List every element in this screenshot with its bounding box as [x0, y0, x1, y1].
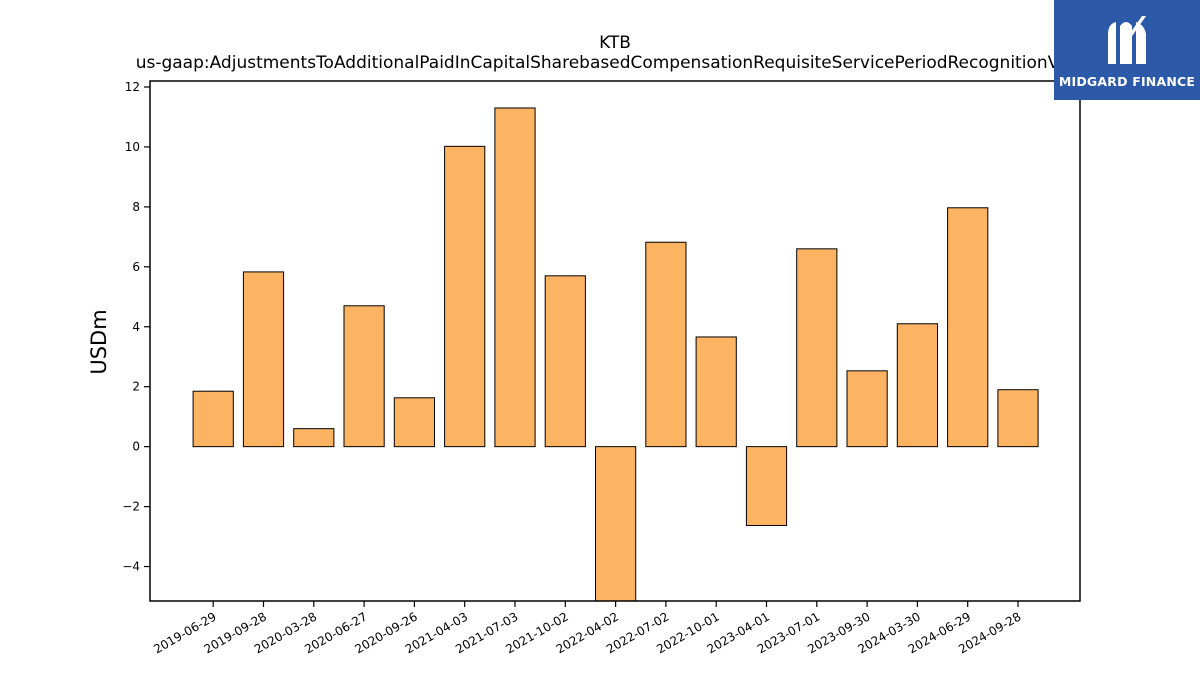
plot-area: [192, 107, 1039, 602]
bar-2020-03-28: [293, 428, 335, 448]
bar-2019-09-28: [242, 271, 285, 448]
y-tick-label: 10: [125, 140, 140, 154]
bar-2022-10-01: [695, 336, 737, 448]
bar-2021-04-03: [444, 145, 486, 448]
bar-2020-09-26: [393, 397, 435, 448]
y-axis-label: USDm: [87, 309, 111, 374]
bar-2023-09-30: [846, 370, 888, 448]
bar-2021-07-03: [494, 107, 536, 448]
bar-2024-03-30: [896, 323, 938, 448]
y-tick-label: 2: [132, 380, 140, 394]
bar-2019-06-29: [192, 390, 234, 448]
y-tick-label: 12: [125, 80, 140, 94]
y-tick-label: −4: [122, 560, 140, 574]
y-axis: −4 −2 0 2 4 6 8 10 12: [122, 80, 150, 574]
x-axis: 2019-06-292019-09-282020-03-282020-06-27…: [151, 601, 1024, 656]
y-tick-label: 6: [132, 260, 140, 274]
bar-2020-06-27: [343, 305, 385, 448]
logo-text: MIDGARD FINANCE: [1058, 73, 1196, 89]
y-tick-label: 8: [132, 200, 140, 214]
bar-2023-07-01: [796, 248, 838, 448]
bar-2021-10-02: [544, 275, 586, 448]
y-tick-label: 4: [132, 320, 140, 334]
midgard-finance-logo: MIDGARD FINANCE: [1054, 0, 1200, 100]
bar-2023-04-01: [745, 446, 788, 526]
bar-2024-06-29: [947, 207, 989, 448]
bar-2022-07-02: [645, 241, 687, 448]
bar-2022-04-02: [595, 446, 637, 602]
y-tick-label: −2: [122, 500, 140, 514]
y-tick-label: 0: [132, 440, 140, 454]
midgard-logo-icon: [1108, 15, 1146, 64]
bar-2024-09-28: [997, 389, 1039, 448]
chart-title: KTB: [599, 33, 631, 53]
chart-subtitle: us-gaap:AdjustmentsToAdditionalPaidInCap…: [136, 53, 1095, 73]
